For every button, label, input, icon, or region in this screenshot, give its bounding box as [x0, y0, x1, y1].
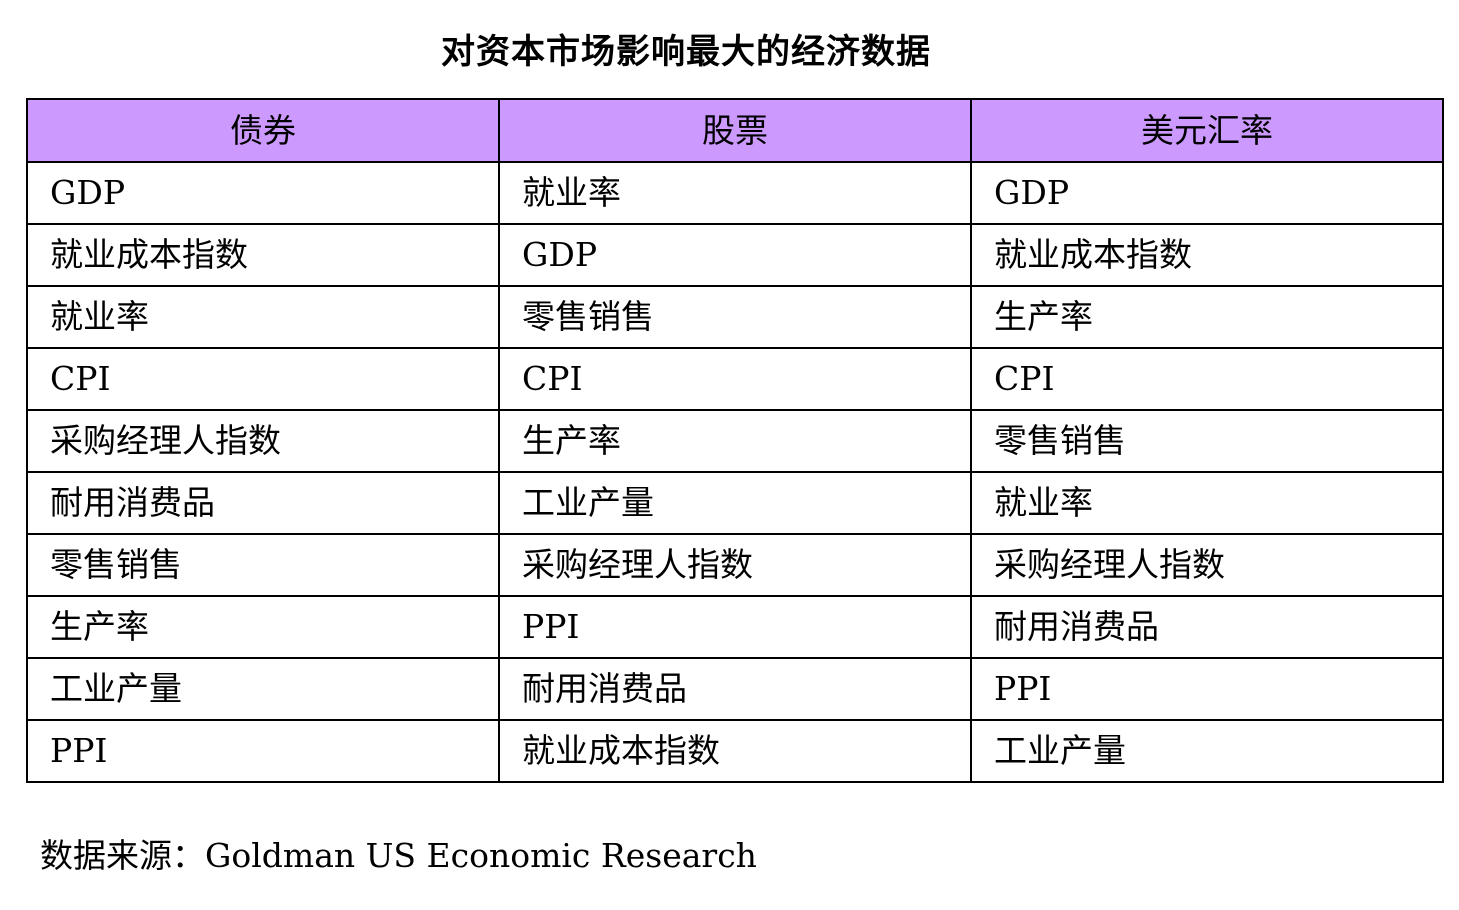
table-cell: PPI	[970, 657, 1444, 721]
table-cell: 采购经理人指数	[26, 409, 500, 473]
table-cell: 零售销售	[970, 409, 1444, 473]
table-cell: PPI	[498, 595, 972, 659]
table-cell: GDP	[498, 223, 972, 287]
table-cell: GDP	[970, 161, 1444, 225]
table-cell: 生产率	[498, 409, 972, 473]
table-cell: 就业成本指数	[970, 223, 1444, 287]
column-header-bonds: 债券	[26, 98, 500, 163]
table-cell: 工业产量	[970, 719, 1444, 783]
table-cell: CPI	[970, 347, 1444, 411]
table-cell: 生产率	[970, 285, 1444, 349]
table-cell: 耐用消费品	[498, 657, 972, 721]
table-cell: 工业产量	[498, 471, 972, 535]
table-cell: 采购经理人指数	[970, 533, 1444, 597]
table-cell: 零售销售	[498, 285, 972, 349]
economic-data-table: 债券 股票 美元汇率 GDP 就业率 GDP 就业成本指数 GDP 就业成本指数…	[26, 98, 1444, 783]
table-cell: 就业成本指数	[26, 223, 500, 287]
table-row: PPI 就业成本指数 工业产量	[26, 719, 1444, 783]
page-title: 对资本市场影响最大的经济数据	[441, 32, 931, 72]
table-row: CPI CPI CPI	[26, 347, 1444, 411]
table-row: 耐用消费品 工业产量 就业率	[26, 471, 1444, 535]
table-cell: 耐用消费品	[970, 595, 1444, 659]
table-cell: 耐用消费品	[26, 471, 500, 535]
table-row: 就业率 零售销售 生产率	[26, 285, 1444, 349]
table-cell: 生产率	[26, 595, 500, 659]
column-header-stocks: 股票	[498, 98, 972, 163]
table-row: 工业产量 耐用消费品 PPI	[26, 657, 1444, 721]
table-header-row: 债券 股票 美元汇率	[26, 98, 1444, 163]
table-cell: 工业产量	[26, 657, 500, 721]
table-cell: CPI	[26, 347, 500, 411]
table-row: 零售销售 采购经理人指数 采购经理人指数	[26, 533, 1444, 597]
source-note: 数据来源：Goldman US Economic Research	[40, 836, 757, 875]
table-cell: 零售销售	[26, 533, 500, 597]
table-cell: CPI	[498, 347, 972, 411]
table-row: 生产率 PPI 耐用消费品	[26, 595, 1444, 659]
table-cell: 就业率	[970, 471, 1444, 535]
table-row: 采购经理人指数 生产率 零售销售	[26, 409, 1444, 473]
table-cell: PPI	[26, 719, 500, 783]
table-row: GDP 就业率 GDP	[26, 161, 1444, 225]
table-cell: 就业率	[498, 161, 972, 225]
table-cell: GDP	[26, 161, 500, 225]
column-header-usd-exchange-rate: 美元汇率	[970, 98, 1444, 163]
table-row: 就业成本指数 GDP 就业成本指数	[26, 223, 1444, 287]
table-cell: 就业成本指数	[498, 719, 972, 783]
table-cell: 就业率	[26, 285, 500, 349]
table-cell: 采购经理人指数	[498, 533, 972, 597]
